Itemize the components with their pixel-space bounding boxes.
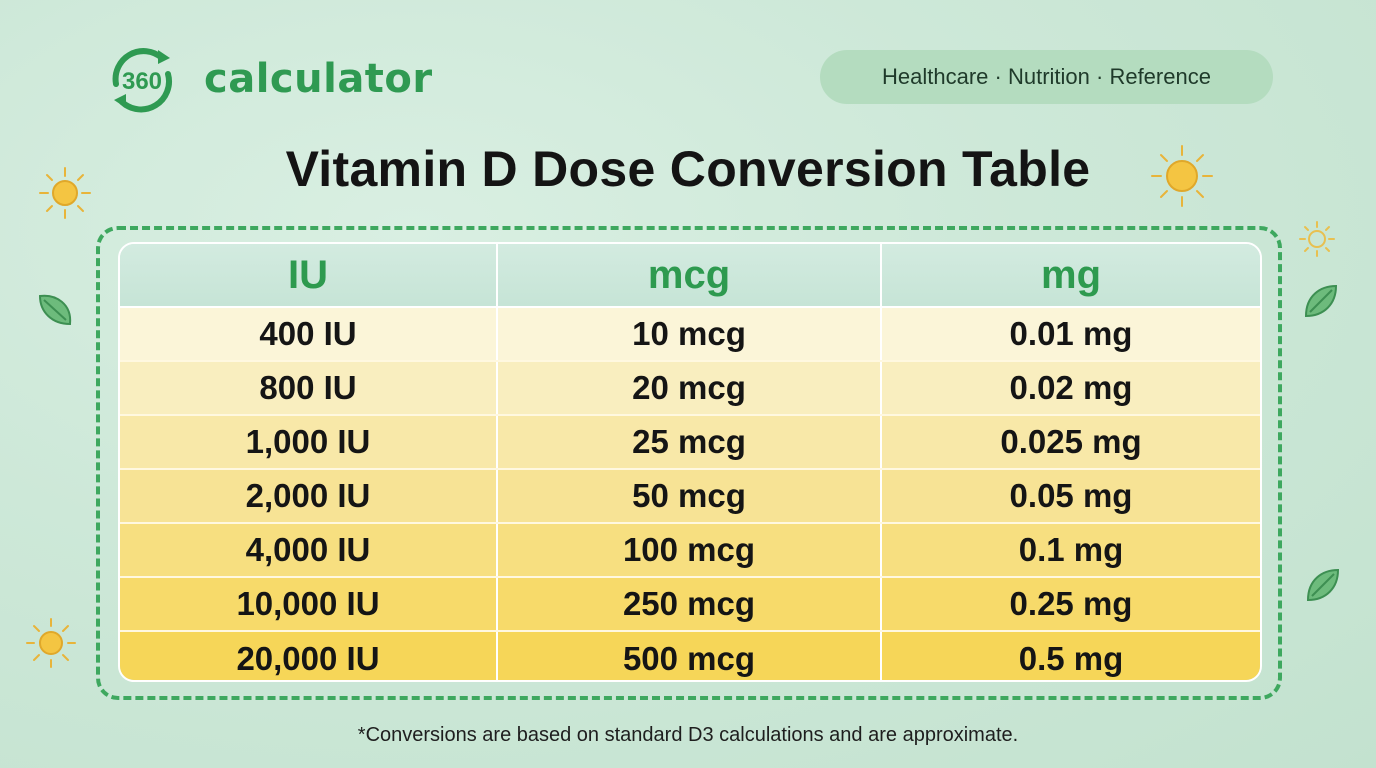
table-row: 1,000 IU 25 mcg 0.025 mg <box>120 416 1260 470</box>
table-header: IU mcg mg <box>120 244 1260 308</box>
page-title: Vitamin D Dose Conversion Table <box>285 141 1091 197</box>
category-tags: Healthcare · Nutrition · Reference <box>820 50 1273 104</box>
mg-cell: 0.025 mg <box>1000 423 1142 460</box>
mcg-cell: 25 mcg <box>498 416 882 468</box>
iu-cell: 2,000 IU <box>120 470 498 522</box>
iu-cell: 1,000 IU <box>120 416 498 468</box>
sun-icon <box>1151 145 1213 207</box>
footnote: *Conversions are based on standard D3 ca… <box>357 724 1019 746</box>
mcg-cell: 250 mcg <box>498 578 882 630</box>
column-header-iu: IU <box>120 244 498 306</box>
table-row: 800 IU 20 mcg 0.02 mg <box>120 362 1260 416</box>
column-header-mcg: mcg <box>498 244 882 306</box>
iu-cell: 10,000 IU <box>120 578 498 630</box>
mcg-cell: 50 mcg <box>498 470 882 522</box>
table-row: 20,000 IU 500 mcg 0.5 mg <box>120 632 1260 680</box>
mg-cell: 0.05 mg <box>1009 477 1133 514</box>
iu-cell: 4,000 IU <box>120 524 498 576</box>
iu-cell: 400 IU <box>120 308 498 360</box>
table-row: 400 IU 10 mcg 0.01 mg <box>120 308 1260 362</box>
iu-cell: 20,000 IU <box>120 632 498 680</box>
logo-360-icon: 360 <box>104 44 180 114</box>
mcg-cell: 20 mcg <box>498 362 882 414</box>
mg-cell: 0.25 mg <box>1009 585 1133 622</box>
mcg-cell: 100 mcg <box>498 524 882 576</box>
leaf-icon <box>1304 284 1338 318</box>
sun-icon <box>26 618 76 668</box>
iu-cell: 800 IU <box>120 362 498 414</box>
column-header-mg: mg <box>1041 252 1101 297</box>
mg-cell: 0.01 mg <box>1009 315 1133 352</box>
sun-icon <box>39 167 91 219</box>
mcg-cell: 500 mcg <box>498 632 882 680</box>
leaf-icon <box>1306 568 1340 602</box>
svg-text:360: 360 <box>122 68 162 95</box>
sun-icon <box>1299 221 1335 257</box>
table-row: 4,000 IU 100 mcg 0.1 mg <box>120 524 1260 578</box>
table-frame <box>96 226 1282 700</box>
table-row: 10,000 IU 250 mcg 0.25 mg <box>120 578 1260 632</box>
mg-cell: 0.5 mg <box>1018 640 1124 677</box>
leaf-icon <box>38 294 72 326</box>
conversion-table: IU mcg mg 400 IU 10 mcg 0.01 mg 800 IU 2… <box>118 242 1262 682</box>
table-row: 2,000 IU 50 mcg 0.05 mg <box>120 470 1260 524</box>
brand-logo: 360 calculator <box>104 44 433 114</box>
mg-cell: 0.02 mg <box>1009 369 1133 406</box>
mg-cell: 0.1 mg <box>1018 531 1124 568</box>
brand-name: calculator <box>204 56 433 102</box>
mcg-cell: 10 mcg <box>498 308 882 360</box>
